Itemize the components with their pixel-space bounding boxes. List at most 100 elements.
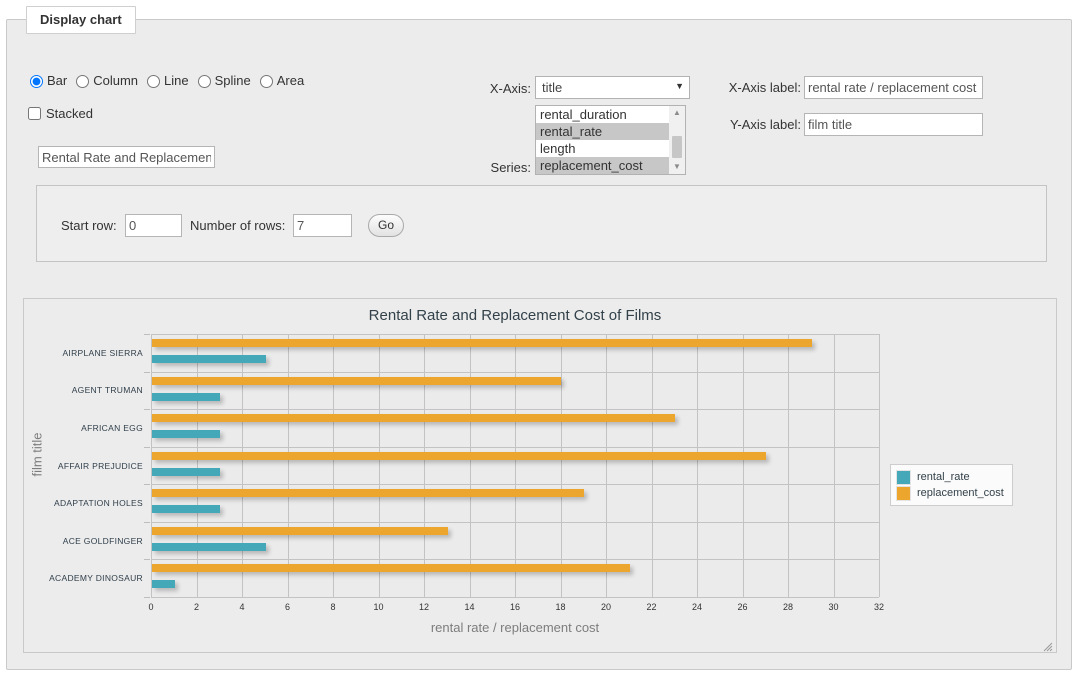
x-tick-label: 20 [600,602,611,612]
series-listbox[interactable]: rental_duration rental_rate length replacem… [535,105,686,175]
stacked-label: Stacked [46,106,93,121]
y-axis-tick [144,559,150,560]
resize-handle-icon[interactable] [1043,639,1053,652]
x-axis-label-input[interactable] [804,76,983,99]
stacked-checkbox-row[interactable]: Stacked [28,106,93,121]
category-label: AGENT TRUMAN [71,385,143,396]
bar-rental_rate [152,505,221,514]
chart-type-option-column[interactable]: Column [76,74,138,88]
scroll-down-icon[interactable]: ▼ [673,162,681,171]
series-option-rental_duration[interactable]: rental_duration [540,107,627,122]
gridline-vertical [606,334,607,597]
y-axis-tick [144,597,150,598]
chart-type-radio-line[interactable] [147,74,161,88]
chart-type-radio-bar[interactable] [30,74,43,88]
gridline-vertical [379,334,380,597]
x-tick-label: 2 [193,602,199,612]
chart-type-option-bar[interactable]: Bar [30,74,67,88]
bar-replacement_cost [152,526,448,535]
bar-rental_rate [152,355,266,363]
y-axis-tick [144,372,150,373]
gridline-vertical [424,334,425,597]
x-tick-label: 22 [646,602,657,612]
legend-item-replacement_cost[interactable]: replacement_cost [896,485,1004,501]
gridline-horizontal [151,597,879,598]
series-option-rental_rate[interactable]: rental_rate [536,123,669,140]
chart-type-option-area[interactable]: Area [259,74,304,88]
legend-item-rental_rate[interactable]: rental_rate [896,469,1004,485]
scroll-up-icon[interactable]: ▲ [673,108,681,117]
plot-area [144,334,880,598]
x-axis-select[interactable]: title ▼ [535,76,690,99]
x-tick-label: 12 [418,602,429,612]
x-tick-label: 32 [873,602,884,612]
series-listbox-label: Series: [490,160,531,175]
start-row-input[interactable] [125,214,182,237]
gridline-vertical [561,334,562,597]
gridline-vertical [197,334,198,597]
scrollbar-thumb[interactable] [672,136,682,158]
x-tick-label: 0 [148,602,154,612]
chart-type-option-line[interactable]: Line [147,74,189,88]
gridline-horizontal [151,484,879,485]
gridline-vertical [879,334,880,597]
series-option-replacement_cost[interactable]: replacement_cost [536,157,669,174]
category-label: AFFAIR PREJUDICE [57,460,143,471]
chart-type-label-line: Line [164,73,189,88]
gridline-vertical [470,334,471,597]
bar-rental_rate [152,580,175,589]
go-button[interactable]: Go [368,214,404,237]
category-label: AFRICAN EGG [81,422,143,433]
x-tick-label: 8 [330,602,336,612]
chart-type-radio-column[interactable] [76,74,90,88]
x-tick-label: 24 [691,602,702,612]
display-chart-panel: Display chart Bar Column Line Spline Area St… [6,6,1072,670]
gridline-horizontal [151,372,879,373]
series-option-length[interactable]: length [540,141,576,156]
chart-type-radio-spline[interactable] [197,74,211,88]
number-of-rows-input[interactable] [293,214,352,237]
series-options[interactable]: rental_duration rental_rate length replacem… [536,106,669,174]
gridline-vertical [515,334,516,597]
number-of-rows-label: Number of rows: [190,218,286,233]
bar-replacement_cost [152,451,767,460]
chart-type-option-spline[interactable]: Spline [197,73,251,88]
bar-rental_rate [152,392,221,401]
gridline-vertical [242,334,243,597]
chart-type-label-spline: Spline [214,73,251,88]
y-axis-label-input[interactable] [804,113,983,136]
chart-type-radio-group[interactable]: Bar Column Line Spline Area [30,74,313,88]
category-label: ADAPTATION HOLES [53,498,143,509]
legend-swatch-rental_rate [896,469,911,485]
x-tick-label: 28 [782,602,793,612]
y-axis-tick [144,484,150,485]
gridline-vertical [333,334,334,597]
series-listbox-scrollbar[interactable]: ▲ ▼ [669,106,685,174]
category-label: ACADEMY DINOSAUR [49,573,143,584]
y-axis-tick [144,447,150,448]
chart-legend: rental_rate replacement_cost [890,464,1013,506]
stacked-checkbox[interactable] [28,107,41,120]
gridline-vertical [743,334,744,597]
bar-replacement_cost [152,414,676,423]
chart-type-label-column: Column [93,73,139,88]
x-tick-label: 10 [373,602,384,612]
gridline-vertical [788,334,789,597]
gridline-horizontal [151,334,879,335]
gridline-vertical [151,334,152,597]
chart-type-label-bar: Bar [47,73,68,88]
panel-legend-title: Display chart [26,6,136,34]
x-tick-label: 16 [509,602,520,612]
bar-replacement_cost [152,376,562,385]
legend-swatch-replacement_cost [896,485,911,501]
chart-title-input[interactable] [38,146,215,168]
y-axis-tick [144,334,150,335]
category-label: AIRPLANE SIERRA [62,347,143,358]
gridline-horizontal [151,409,879,410]
chevron-down-icon: ▼ [675,81,684,91]
gridline-vertical [697,334,698,597]
legend-label-replacement_cost: replacement_cost [917,487,1004,499]
gridline-vertical [834,334,835,597]
chart-type-radio-area[interactable] [259,74,273,88]
x-axis-label-label: X-Axis label: [728,80,801,95]
